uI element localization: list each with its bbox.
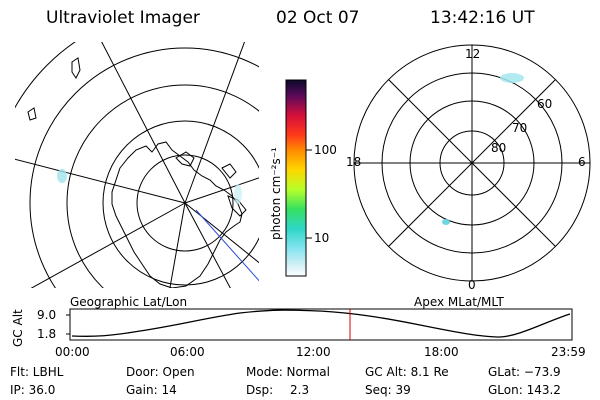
seq-info: Seq: 39 [365, 383, 411, 397]
coastline [111, 141, 243, 288]
altitude-xtick: 12:00 [296, 345, 331, 359]
colorbar-tick-label: 100 [314, 143, 337, 157]
lat-circle [66, 84, 259, 288]
ip-info: IP: 36.0 [10, 383, 56, 397]
mlat-label-70: 70 [512, 121, 528, 135]
app-title: Ultraviolet Imager [46, 8, 200, 28]
glon-info: GLon: 143.2 [488, 383, 561, 397]
lat-circle [136, 154, 234, 252]
altitude-xtick: 23:59 [551, 345, 586, 359]
altitude-ylabel: GC Alt [11, 309, 25, 347]
lat-circle [29, 47, 259, 288]
altitude-xtick: 00:00 [55, 345, 90, 359]
coastline [71, 57, 81, 79]
coastline [221, 163, 237, 179]
right-panel-label: Apex MLat/MLT [414, 295, 504, 309]
mlat-label-80: 80 [491, 141, 507, 155]
altitude-plot-frame [69, 308, 573, 341]
footprint-track [195, 209, 259, 282]
colorbar-unit-label: photon cm⁻²s⁻¹ [269, 147, 283, 240]
altitude-ytick-high: 9.0 [37, 308, 57, 322]
dsp-value: 2.3 [290, 383, 310, 397]
aurora-patch [234, 184, 242, 204]
lon-line [184, 42, 246, 204]
time-label: 13:42:16 UT [430, 8, 535, 28]
altitude-xtick: 18:00 [424, 345, 459, 359]
lon-line [30, 202, 186, 288]
mlat-label-60: 60 [537, 97, 553, 111]
lon-line [184, 202, 259, 264]
altitude-curve [71, 309, 571, 338]
door-info: Door: Open [126, 365, 195, 379]
colorbar [285, 79, 307, 277]
altitude-xtick: 06:00 [170, 345, 205, 359]
mlt-label-0: 0 [468, 278, 476, 292]
date-label: 02 Oct 07 [276, 8, 360, 28]
altitude-ytick-low: 1.8 [37, 327, 57, 341]
aurora-patch [442, 219, 450, 225]
lon-line [184, 177, 259, 204]
gc-alt-info: GC Alt: 8.1 Re [365, 365, 449, 379]
lon-line [184, 202, 231, 288]
dsp-info: Dsp: [246, 383, 274, 397]
glat-info: GLat: −73.9 [488, 365, 561, 379]
geographic-map [15, 42, 259, 288]
coastline [27, 107, 37, 121]
mlt-label-6: 6 [578, 155, 586, 169]
colorbar-tick-label: 10 [314, 231, 330, 245]
left-panel-label: Geographic Lat/Lon [70, 295, 188, 309]
gain-info: Gain: 14 [126, 383, 177, 397]
filter-info: Flt: LBHL [10, 365, 64, 379]
aurora-patch [57, 169, 67, 183]
aurora-patch [500, 73, 524, 83]
lon-line [169, 202, 186, 288]
coastline [175, 151, 195, 167]
mlt-label-12: 12 [465, 47, 481, 61]
lon-line [101, 42, 186, 204]
lat-circle [102, 120, 259, 286]
mlt-label-18: 18 [346, 155, 362, 169]
mode-info: Mode: Normal [246, 365, 330, 379]
